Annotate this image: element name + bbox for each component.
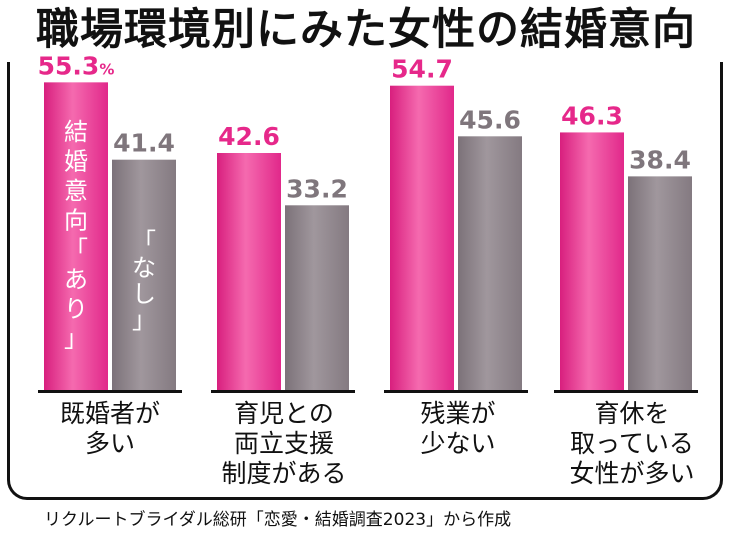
- bar: [458, 136, 522, 390]
- legend-label: 向: [64, 207, 88, 235]
- chart-title: 職場環境別にみた女性の結婚意向: [36, 5, 696, 55]
- data-label: 46.3: [561, 101, 623, 130]
- legend-label: 結: [64, 118, 88, 146]
- legend-label: な: [132, 254, 156, 282]
- legend-label: し: [132, 280, 156, 308]
- data-label: 41.4: [113, 129, 175, 158]
- data-label: 38.4: [629, 145, 691, 174]
- legend-label: あ: [64, 266, 88, 294]
- bar: [285, 205, 349, 390]
- bar: [44, 82, 108, 391]
- unit-label: %: [99, 60, 114, 78]
- category-label: 残業が 少ない: [420, 399, 496, 458]
- legend-label: 「: [64, 236, 88, 264]
- data-label: 33.2: [286, 174, 348, 203]
- data-label: 42.6: [218, 122, 280, 151]
- bar-chart: 55.3%41.4 42.633.254.745.6 46.338.4結婚意向「あり…: [38, 51, 698, 393]
- legend-label: 」: [64, 325, 88, 353]
- source-note: リクルートブライダル総研「恋愛・結婚調査2023」から作成: [44, 510, 512, 530]
- category-label: 育児との 両立支援 制度がある: [221, 399, 347, 488]
- data-label: 45.6: [459, 105, 521, 134]
- data-label: 55.3%: [38, 51, 115, 80]
- data-label: 54.7: [391, 55, 453, 84]
- category-label: 育休を 取っている 女性が多い: [569, 399, 695, 488]
- bar: [217, 153, 281, 390]
- legend-label: り: [64, 295, 88, 323]
- category-label: 既婚者が 多い: [59, 399, 160, 458]
- bar: [628, 176, 692, 390]
- legend-label: 意: [64, 177, 88, 205]
- bar: [112, 159, 176, 390]
- legend-label: 「: [132, 228, 156, 256]
- legend-label: 婚: [64, 148, 88, 176]
- legend-label: 」: [132, 306, 156, 334]
- chart-frame: [7, 62, 723, 500]
- bar: [560, 132, 624, 390]
- bar: [390, 85, 454, 391]
